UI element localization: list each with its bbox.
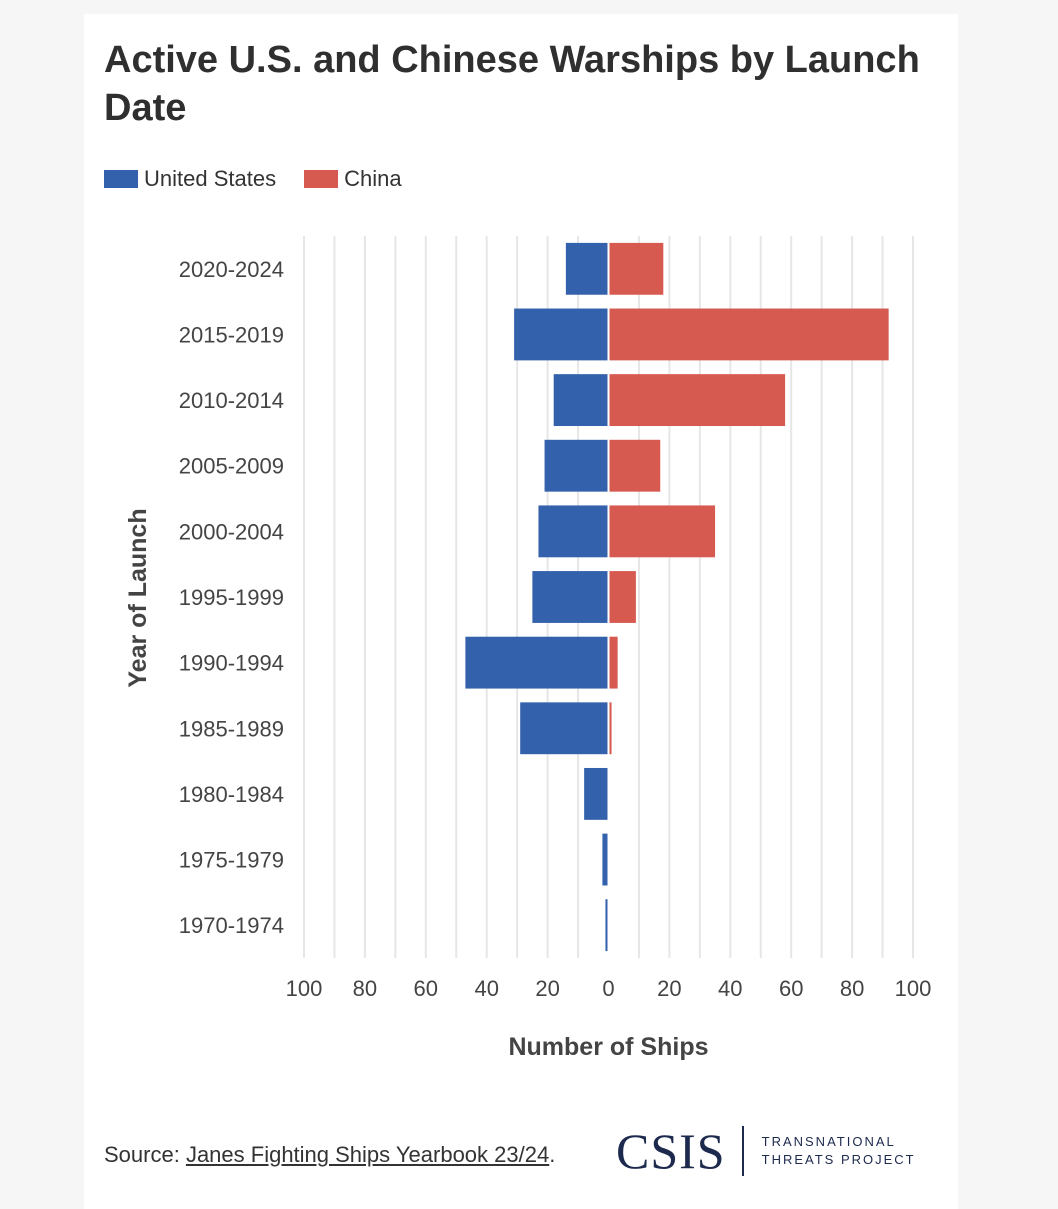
- y-tick-label: 2015-2019: [179, 322, 284, 347]
- y-tick-label: 1970-1974: [179, 913, 284, 938]
- x-axis-title: Number of Ships: [508, 1033, 708, 1061]
- x-tick-label: 60: [779, 976, 803, 1001]
- y-tick-label: 2000-2004: [179, 519, 284, 544]
- x-tick-label: 80: [353, 976, 377, 1001]
- legend-label-us: United States: [144, 166, 277, 191]
- bar-china-2010-2014: [608, 374, 786, 427]
- bar-us-1995-1999: [532, 571, 609, 623]
- y-tick-label: 1990-1994: [179, 651, 284, 676]
- y-axis-title: Year of Launch: [124, 508, 152, 687]
- y-tick-label: 2010-2014: [179, 388, 284, 413]
- logo-line-1: TRANSNATIONAL: [761, 1134, 896, 1149]
- x-tick-label: 0: [602, 976, 614, 1001]
- bar-china-1990-1994: [608, 636, 618, 689]
- bar-us-2015-2019: [514, 308, 609, 361]
- bar-us-1985-1989: [520, 702, 609, 755]
- x-tick-label: 20: [535, 976, 559, 1001]
- y-tick-label: 1975-1979: [179, 848, 284, 873]
- bar-us-1990-1994: [465, 636, 609, 689]
- csis-logo: CSIS TRANSNATIONAL THREATS PROJECT: [616, 1123, 916, 1179]
- source-note: Source: Janes Fighting Ships Yearbook 23…: [104, 1138, 564, 1172]
- bar-us-1970-1974: [605, 899, 609, 952]
- logo-line-2: THREATS PROJECT: [761, 1152, 916, 1167]
- bar-us-2000-2004: [538, 505, 609, 558]
- legend-swatch-china: [304, 170, 339, 188]
- legend-item-china: China: [304, 166, 402, 192]
- chart-title: Active U.S. and Chinese Warships by Laun…: [104, 39, 920, 129]
- bar-us-2020-2024: [565, 242, 609, 295]
- chart-card: [84, 14, 958, 1209]
- logo-wordmark: CSIS: [616, 1123, 726, 1179]
- y-tick-label: 1995-1999: [179, 585, 284, 610]
- bar-us-2010-2014: [553, 374, 609, 427]
- logo-subtitle: TRANSNATIONAL THREATS PROJECT: [762, 1133, 916, 1169]
- legend-label-china: China: [344, 166, 402, 191]
- y-tick-label: 1980-1984: [179, 782, 284, 807]
- x-tick-label: 40: [474, 976, 498, 1001]
- legend-item-us: United States: [104, 166, 276, 192]
- legend: United States China: [104, 166, 430, 192]
- bar-china-1995-1999: [608, 571, 636, 623]
- x-tick-label: 20: [657, 976, 681, 1001]
- logo-divider: [741, 1126, 744, 1176]
- x-tick-label: 100: [286, 976, 323, 1001]
- y-tick-label: 2020-2024: [179, 257, 284, 282]
- y-tick-label: 1985-1989: [179, 716, 284, 741]
- bar-china-1985-1989: [608, 702, 612, 755]
- source-suffix: .: [549, 1142, 556, 1167]
- source-prefix: Source:: [104, 1142, 186, 1167]
- bar-us-1980-1984: [584, 767, 609, 820]
- x-tick-label: 40: [718, 976, 742, 1001]
- bar-china-2015-2019: [608, 308, 889, 361]
- bar-us-1975-1979: [602, 833, 609, 886]
- x-tick-label: 80: [840, 976, 864, 1001]
- bar-china-2020-2024: [608, 242, 664, 295]
- legend-swatch-us: [104, 170, 138, 188]
- bar-china-2000-2004: [608, 505, 716, 558]
- bar-china-2005-2009: [608, 439, 661, 492]
- x-tick-label: 60: [414, 976, 438, 1001]
- y-tick-label: 2005-2009: [179, 454, 284, 479]
- bar-us-2005-2009: [544, 439, 609, 492]
- x-tick-label: 100: [895, 976, 932, 1001]
- source-link[interactable]: Janes Fighting Ships Yearbook 23/24: [185, 1142, 550, 1167]
- butterfly-bar-chart: 2020-2024 2015-2019 2010-2014 2005-2009 2000…: [124, 236, 932, 1061]
